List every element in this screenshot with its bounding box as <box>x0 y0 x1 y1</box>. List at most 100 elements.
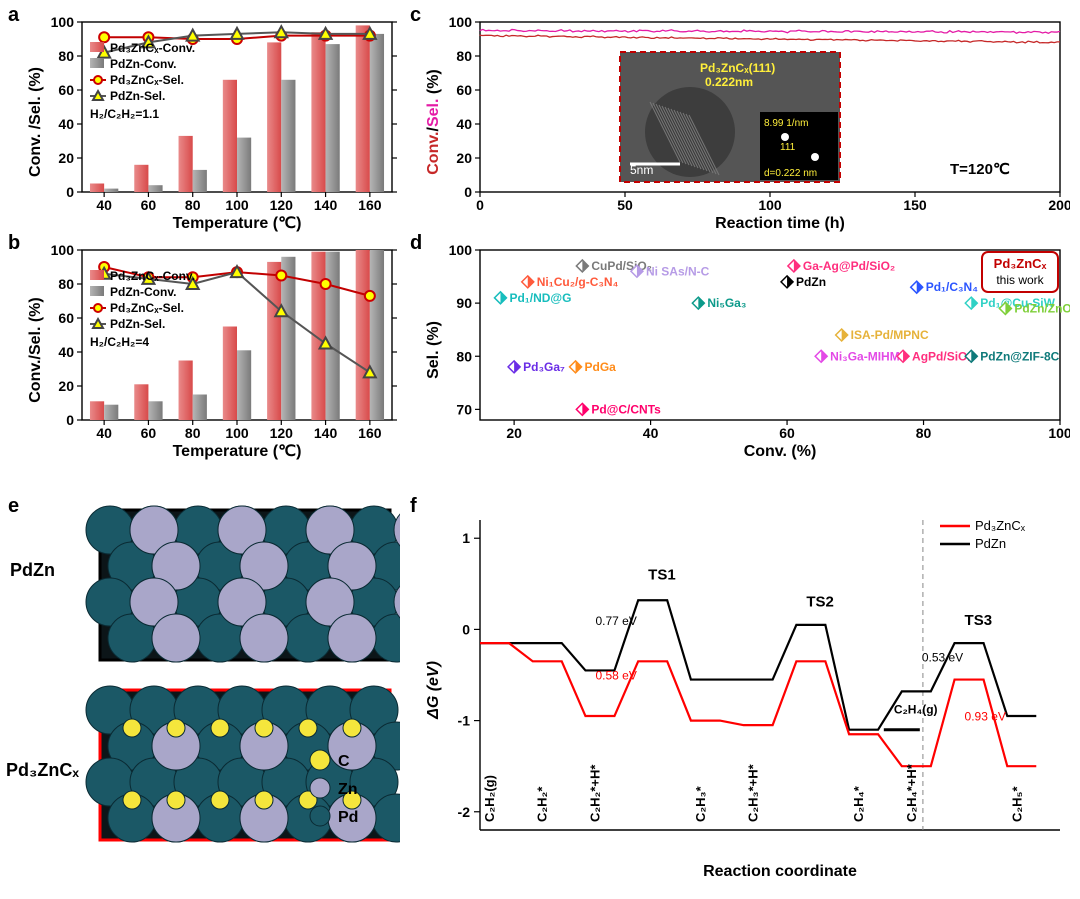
svg-text:Ga-Ag@Pd/SiO₂: Ga-Ag@Pd/SiO₂ <box>803 259 895 273</box>
svg-text:0.58 eV: 0.58 eV <box>595 669 636 683</box>
panel-d-chart: 20406080100708090100Pd₁/ND@GNi₁Cu₂/g-C₃N… <box>420 240 1070 460</box>
svg-text:140: 140 <box>314 425 338 441</box>
svg-text:140: 140 <box>314 197 338 213</box>
panel-b-ylabel: Conv./Sel. (%) <box>27 297 44 403</box>
svg-text:40: 40 <box>96 425 112 441</box>
svg-text:100: 100 <box>1048 425 1070 441</box>
panel-label-f: f <box>410 495 417 518</box>
svg-text:T=120℃: T=120℃ <box>950 161 1010 178</box>
svg-text:200: 200 <box>1048 197 1070 213</box>
svg-text:80: 80 <box>58 48 74 64</box>
svg-text:60: 60 <box>141 425 157 441</box>
svg-text:TS1: TS1 <box>648 566 676 583</box>
svg-text:100: 100 <box>758 197 782 213</box>
svg-text:100: 100 <box>51 14 75 30</box>
svg-text:C₂H₃*+H*: C₂H₃*+H* <box>746 763 761 822</box>
svg-text:-1: -1 <box>458 713 471 729</box>
svg-text:Pd₃ZnCₓ: Pd₃ZnCₓ <box>994 256 1047 271</box>
panel-c-xlabel: Reaction time (h) <box>715 215 845 232</box>
svg-text:AgPd/SiO₂: AgPd/SiO₂ <box>912 349 973 363</box>
panel-c-ylabel: Conv./Sel. (%) <box>425 69 442 175</box>
svg-text:Ni₁Cu₂/g-C₃N₄: Ni₁Cu₂/g-C₃N₄ <box>537 275 619 289</box>
svg-text:C₂H₅*: C₂H₅* <box>1009 785 1024 822</box>
svg-text:PdZn-Sel.: PdZn-Sel. <box>110 89 165 103</box>
svg-text:C: C <box>338 753 350 770</box>
svg-text:Pd₃ZnCₓ: Pd₃ZnCₓ <box>975 518 1026 533</box>
svg-text:60: 60 <box>141 197 157 213</box>
svg-text:20: 20 <box>58 150 74 166</box>
svg-text:100: 100 <box>51 242 75 258</box>
panel-e-diagram: CZnPd <box>10 500 400 880</box>
svg-text:90: 90 <box>456 295 472 311</box>
svg-text:Pd₃Ga₇: Pd₃Ga₇ <box>523 360 565 374</box>
svg-text:Pd₃ZnCₓ-Sel.: Pd₃ZnCₓ-Sel. <box>110 301 184 315</box>
panel-d-xlabel: Conv. (%) <box>744 443 817 460</box>
panel-c-chart: 050100150200020406080100Pd₃ZnCₓ(111)0.22… <box>420 12 1070 232</box>
svg-text:100: 100 <box>449 242 473 258</box>
svg-text:100: 100 <box>449 14 473 30</box>
figure-container: { "panel_labels":{"a":"a","b":"b","c":"c… <box>0 0 1080 899</box>
svg-text:C₂H₃*: C₂H₃* <box>693 785 708 822</box>
svg-text:H₂/C₂H₂=1.1: H₂/C₂H₂=1.1 <box>90 107 159 121</box>
panel-b-chart: 406080100120140160020406080100Pd₃ZnCₓ-Co… <box>22 240 402 460</box>
svg-text:PdZn-Conv.: PdZn-Conv. <box>110 285 176 299</box>
svg-text:80: 80 <box>185 425 201 441</box>
panel-label-b: b <box>8 232 20 255</box>
svg-text:PdZn: PdZn <box>975 536 1006 551</box>
panel-b-xlabel: Temperature (℃) <box>173 443 302 460</box>
svg-text:0: 0 <box>476 197 484 213</box>
svg-text:C₂H₄(g): C₂H₄(g) <box>894 702 938 716</box>
svg-text:Pd₃ZnCₓ(111): Pd₃ZnCₓ(111) <box>700 61 775 75</box>
svg-text:40: 40 <box>456 116 472 132</box>
svg-text:C₂H₂*: C₂H₂* <box>535 786 550 822</box>
svg-text:70: 70 <box>456 401 472 417</box>
svg-text:80: 80 <box>456 48 472 64</box>
svg-text:60: 60 <box>779 425 795 441</box>
svg-text:60: 60 <box>58 310 74 326</box>
svg-text:d=0.222 nm: d=0.222 nm <box>764 168 817 179</box>
svg-text:1: 1 <box>462 530 470 546</box>
svg-text:120: 120 <box>270 197 294 213</box>
panel-f-chart: -2 -1 0 1 C₂H₂(g) C₂H₂* C₂H₂*+H* C₂H₃* C₂H₃*+H* C… <box>420 500 1070 880</box>
svg-text:120: 120 <box>270 425 294 441</box>
svg-text:0.222nm: 0.222nm <box>705 75 753 89</box>
svg-text:C₂H₂*+H*: C₂H₂*+H* <box>587 764 602 822</box>
svg-text:20: 20 <box>506 425 522 441</box>
svg-text:8.99 1/nm: 8.99 1/nm <box>764 118 808 129</box>
svg-text:C₂H₄*+H*: C₂H₄*+H* <box>904 763 919 822</box>
svg-text:80: 80 <box>916 425 932 441</box>
svg-text:PdZn@ZIF-8C: PdZn@ZIF-8C <box>980 349 1059 363</box>
svg-text:Pd: Pd <box>338 809 358 826</box>
svg-text:150: 150 <box>903 197 927 213</box>
svg-text:Pd₃ZnCₓ-Conv.: Pd₃ZnCₓ-Conv. <box>110 41 195 55</box>
panel-a-xlabel: Temperature (℃) <box>173 215 302 232</box>
svg-text:PdGa: PdGa <box>585 360 617 374</box>
svg-text:0: 0 <box>462 621 470 637</box>
svg-text:Pd₃ZnCₓ-Sel.: Pd₃ZnCₓ-Sel. <box>110 73 184 87</box>
panel-a-chart: 406080100120140160020406080100Pd₃ZnCₓ-Co… <box>22 12 402 232</box>
svg-text:111: 111 <box>780 142 796 153</box>
svg-text:60: 60 <box>456 82 472 98</box>
svg-text:80: 80 <box>58 276 74 292</box>
svg-text:0.93 eV: 0.93 eV <box>965 710 1006 724</box>
svg-text:-2: -2 <box>458 804 471 820</box>
svg-text:ISA-Pd/MPNC: ISA-Pd/MPNC <box>851 328 929 342</box>
svg-text:160: 160 <box>358 425 382 441</box>
svg-text:0.77 eV: 0.77 eV <box>595 614 636 628</box>
panel-e-bottom-label: Pd₃ZnCₓ <box>6 760 79 781</box>
svg-text:60: 60 <box>58 82 74 98</box>
svg-text:100: 100 <box>225 425 249 441</box>
svg-text:80: 80 <box>185 197 201 213</box>
svg-text:0: 0 <box>66 412 74 428</box>
svg-text:20: 20 <box>58 378 74 394</box>
svg-text:Pd₃ZnCₓ-Conv.: Pd₃ZnCₓ-Conv. <box>110 269 195 283</box>
svg-text:0: 0 <box>66 184 74 200</box>
panel-f-ylabel: ΔG (eV) <box>425 661 442 720</box>
svg-text:H₂/C₂H₂=4: H₂/C₂H₂=4 <box>90 335 149 349</box>
svg-text:C₂H₂(g): C₂H₂(g) <box>482 775 497 822</box>
panel-f-xlabel: Reaction coordinate <box>703 863 857 880</box>
svg-text:0: 0 <box>464 184 472 200</box>
svg-text:Ni₅Ga₃: Ni₅Ga₃ <box>707 296 746 310</box>
svg-text:40: 40 <box>58 116 74 132</box>
svg-text:40: 40 <box>643 425 659 441</box>
